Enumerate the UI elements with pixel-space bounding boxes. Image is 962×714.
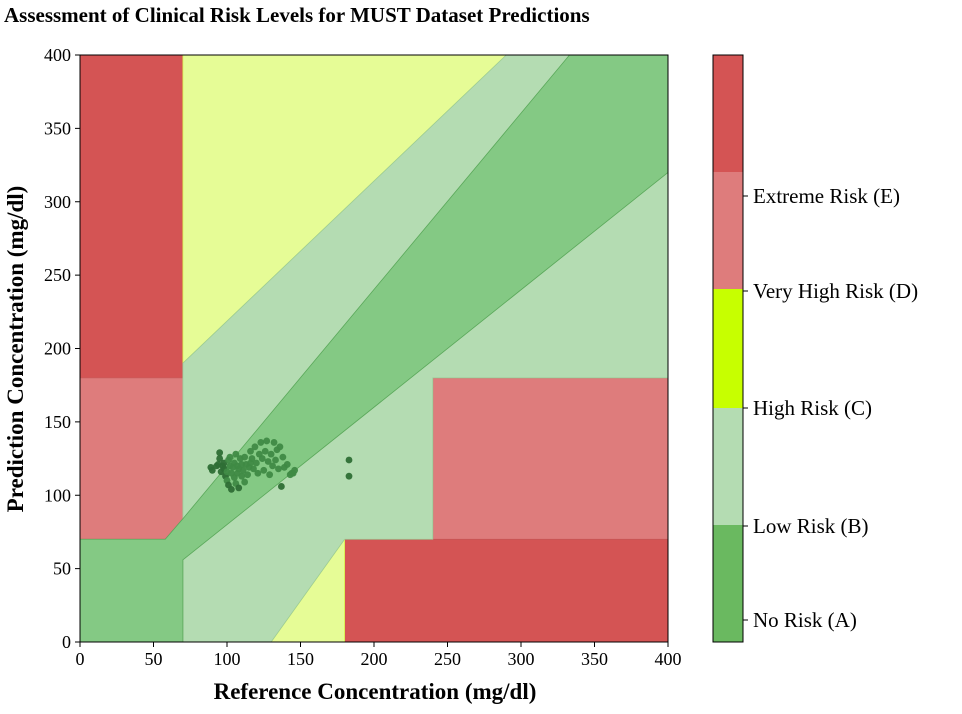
data-point (291, 466, 299, 474)
data-point (241, 478, 249, 486)
data-point (226, 453, 234, 461)
data-point (264, 458, 272, 465)
data-point (269, 462, 276, 470)
data-point (208, 466, 216, 474)
x-tick-label: 250 (434, 649, 461, 669)
risk-zones (79, 54, 669, 643)
data-point (258, 455, 266, 462)
data-point (216, 449, 224, 457)
colorbar-segment (713, 55, 743, 172)
zone-d-region-3 (432, 377, 669, 540)
x-axis-label: Reference Concentration (mg/dl) (214, 679, 537, 704)
colorbar-segment (713, 172, 743, 289)
y-tick-label: 250 (44, 265, 71, 285)
colorbar-frame (712, 54, 744, 643)
colorbar-segment (713, 289, 743, 408)
data-point (266, 471, 274, 479)
zone-e-region-2 (344, 538, 669, 643)
data-point (254, 469, 262, 477)
data-point (263, 437, 271, 445)
colorbar-tick-label: Extreme Risk (E) (753, 184, 900, 208)
y-tick-label: 200 (44, 339, 71, 359)
data-point (276, 443, 284, 451)
data-point (247, 447, 254, 455)
colorbar-tick-label: Very High Risk (D) (753, 279, 918, 303)
data-point (277, 483, 285, 490)
data-point (345, 456, 353, 464)
y-tick-label: 350 (44, 118, 71, 138)
y-tick-label: 100 (44, 485, 71, 505)
data-point (232, 450, 240, 458)
colorbar-tick-label: High Risk (C) (753, 396, 872, 420)
x-tick-label: 50 (145, 649, 163, 669)
x-tick-label: 350 (581, 649, 608, 669)
y-tick-label: 150 (44, 412, 71, 432)
x-axis-ticks: 0 50 100 150 200 250 300 350 400 (76, 642, 682, 669)
data-point (250, 465, 257, 473)
data-point (272, 456, 279, 464)
colorbar-tick-label: No Risk (A) (753, 608, 857, 632)
data-point (244, 471, 251, 479)
y-axis-label: Prediction Concentration (mg/dl) (3, 186, 28, 513)
data-point (260, 466, 268, 474)
zone-e-region-0 (79, 54, 184, 379)
data-point (241, 453, 249, 461)
x-tick-label: 150 (287, 649, 314, 669)
y-axis-ticks: 0 50 100 150 200 250 300 350 400 (44, 45, 80, 652)
scatter-points (207, 437, 353, 493)
data-point (257, 439, 265, 446)
data-point (267, 450, 275, 458)
data-point (235, 484, 243, 492)
data-point (261, 447, 269, 455)
data-point (279, 453, 287, 461)
data-point (251, 443, 259, 451)
data-point (228, 485, 235, 493)
x-tick-label: 300 (508, 649, 535, 669)
y-tick-label: 300 (44, 192, 71, 212)
data-point (275, 465, 282, 473)
data-point (248, 455, 256, 462)
colorbar-segment (713, 408, 743, 525)
data-point (283, 461, 291, 468)
zone-d-region-1 (79, 377, 184, 540)
chart-title: Assessment of Clinical Risk Levels for M… (4, 3, 590, 27)
data-point (216, 455, 224, 462)
colorbar-segment (713, 525, 743, 642)
data-point (270, 439, 278, 446)
x-tick-label: 400 (655, 649, 682, 669)
colorbar-tick-label: Low Risk (B) (753, 514, 869, 538)
data-point (345, 472, 353, 480)
x-tick-label: 200 (361, 649, 388, 669)
colorbar: No Risk (A) Low Risk (B) High Risk (C) Very… (712, 54, 918, 643)
data-point (239, 466, 247, 474)
y-tick-label: 0 (62, 632, 71, 652)
data-point (253, 459, 260, 467)
y-tick-label: 50 (53, 559, 71, 579)
x-tick-label: 0 (76, 649, 85, 669)
y-tick-label: 400 (44, 45, 71, 65)
data-point (238, 472, 246, 480)
x-tick-label: 100 (214, 649, 241, 669)
